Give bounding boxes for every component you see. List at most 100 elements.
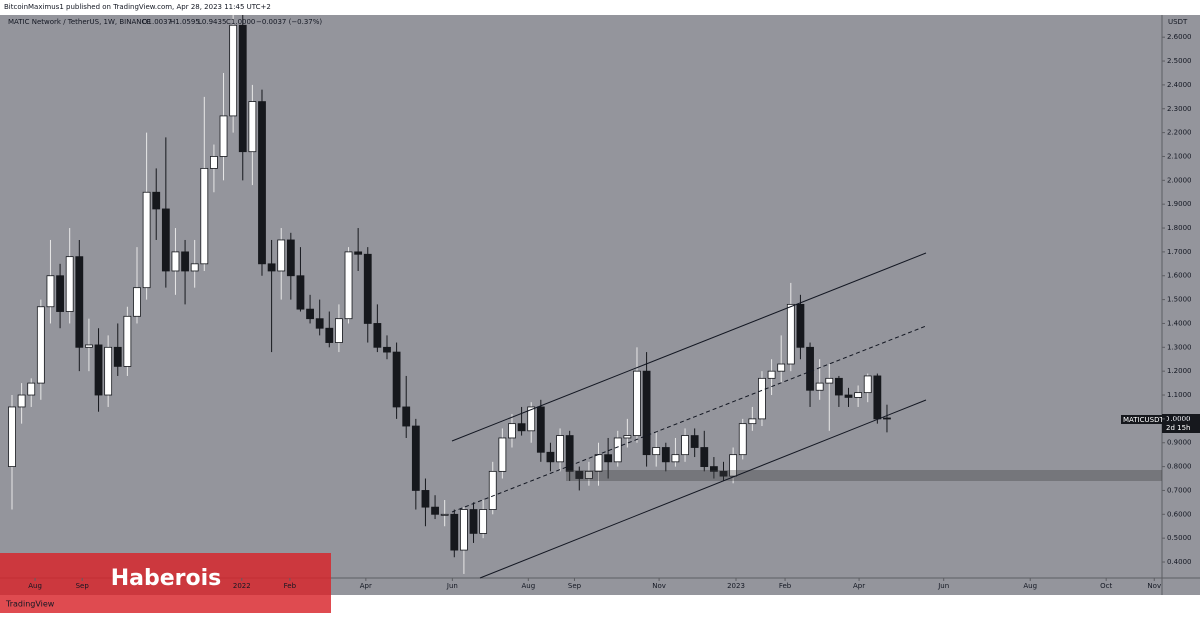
- candle-body: [36, 306, 45, 384]
- y-tick-label: 1.2000: [1167, 367, 1192, 375]
- candle-body: [238, 24, 247, 153]
- y-tick-label: 1.5000: [1167, 296, 1192, 304]
- candle-body: [248, 101, 257, 153]
- price-tag-bg: [1162, 414, 1200, 433]
- candle-body: [315, 318, 324, 329]
- candle-body: [363, 253, 372, 324]
- candle-body: [181, 251, 189, 272]
- x-tick-label: 2023: [727, 582, 745, 590]
- price-tag-symbol-bg: [1121, 415, 1162, 424]
- candle-body: [873, 375, 882, 420]
- x-tick-label: 2022: [233, 582, 251, 590]
- candle-body: [325, 327, 334, 343]
- candle-body: [450, 513, 459, 551]
- x-tick-label: Apr: [360, 582, 372, 590]
- annotations: [451, 252, 1162, 579]
- candle-body: [652, 447, 661, 456]
- candle-body: [200, 167, 209, 265]
- y-tick-label: 1.6000: [1167, 272, 1192, 280]
- legend-close: C1.0000: [226, 18, 255, 26]
- support-zone: [566, 470, 1162, 481]
- price-axis: [1162, 15, 1200, 595]
- candle-body: [834, 377, 843, 396]
- legend-open: O1.0037: [142, 18, 172, 26]
- price-tag-price: 1.0000: [1166, 415, 1191, 423]
- candle-body: [825, 377, 834, 384]
- x-tick-label: Aug: [28, 582, 42, 590]
- candle-body: [623, 435, 632, 439]
- x-tick-label: Sep: [568, 582, 582, 590]
- x-tick-label: Sep: [76, 582, 90, 590]
- candle-body: [854, 392, 863, 398]
- x-tick-label: Nov: [1147, 582, 1161, 590]
- y-tick-label: 1.1000: [1167, 391, 1192, 399]
- candle-body: [738, 423, 747, 456]
- y-unit: USDT: [1168, 18, 1188, 26]
- y-tick-label: 1.3000: [1167, 343, 1192, 351]
- legend: MATIC Network / TetherUS, 1W, BINANCE O1…: [8, 18, 322, 26]
- candle-body: [469, 509, 478, 534]
- candle-body: [402, 406, 411, 427]
- y-tick-label: 0.6000: [1167, 510, 1192, 518]
- y-tick-label: 0.9000: [1167, 439, 1192, 447]
- y-tick-label: 1.9000: [1167, 200, 1192, 208]
- candle-body: [681, 435, 689, 456]
- candle-body: [56, 275, 64, 312]
- candle-body: [421, 490, 430, 508]
- y-tick-label: 1.4000: [1167, 319, 1192, 327]
- candle-body: [863, 375, 872, 394]
- y-tick-label: 2.6000: [1167, 33, 1192, 41]
- candle-body: [594, 454, 603, 472]
- channel-upper: [451, 252, 927, 442]
- x-tick-label: Apr: [853, 582, 865, 590]
- candle-body: [286, 239, 295, 277]
- y-tick-label: 2.5000: [1167, 57, 1192, 65]
- channel-middle: [451, 325, 927, 513]
- price-tag: MATICUSDT 1.0000 2d 15h: [1121, 414, 1200, 433]
- candle-body: [383, 346, 391, 353]
- y-tick-label: 0.8000: [1167, 463, 1192, 471]
- x-tick-label: Feb: [779, 582, 792, 590]
- candle-body: [758, 377, 766, 420]
- candle-body: [296, 275, 305, 310]
- candle-body: [460, 509, 468, 551]
- candle-body: [633, 370, 641, 436]
- candle-body: [613, 437, 622, 463]
- y-tick-label: 0.4000: [1167, 558, 1192, 566]
- candle-body: [604, 454, 613, 463]
- candle-body: [277, 239, 286, 272]
- candle-body: [267, 263, 276, 272]
- candle-body: [142, 191, 151, 289]
- candle-body: [508, 423, 516, 439]
- candle-body: [575, 470, 584, 479]
- candle-body: [411, 425, 420, 491]
- candle-body: [373, 323, 382, 348]
- candle-body: [306, 308, 314, 320]
- x-tick-label: Oct: [1100, 582, 1112, 590]
- candle-body: [171, 251, 180, 272]
- candle-body: [258, 101, 266, 265]
- header-bar: [0, 0, 1200, 15]
- publisher: BitcoinMaximus1 published on TradingView…: [4, 3, 271, 11]
- y-tick-label: 1.8000: [1167, 224, 1192, 232]
- candle-body: [113, 346, 122, 367]
- channel-lower: [479, 399, 927, 579]
- candle-body: [104, 346, 113, 396]
- x-tick-label: Nov: [652, 582, 666, 590]
- candle-body: [161, 208, 170, 272]
- x-tick-label: Aug: [1023, 582, 1037, 590]
- candle-body: [536, 406, 545, 453]
- candle-body: [815, 382, 824, 391]
- y-tick-label: 2.4000: [1167, 81, 1192, 89]
- candle-body: [729, 454, 738, 477]
- candle-body: [700, 447, 709, 467]
- candle-body: [661, 447, 670, 463]
- candle-body: [883, 417, 891, 420]
- watermark: Haberois: [111, 566, 222, 591]
- candle-body: [46, 275, 55, 308]
- legend-high: H1.0595: [170, 18, 200, 26]
- candle-body: [94, 344, 103, 396]
- candle-body: [806, 346, 814, 391]
